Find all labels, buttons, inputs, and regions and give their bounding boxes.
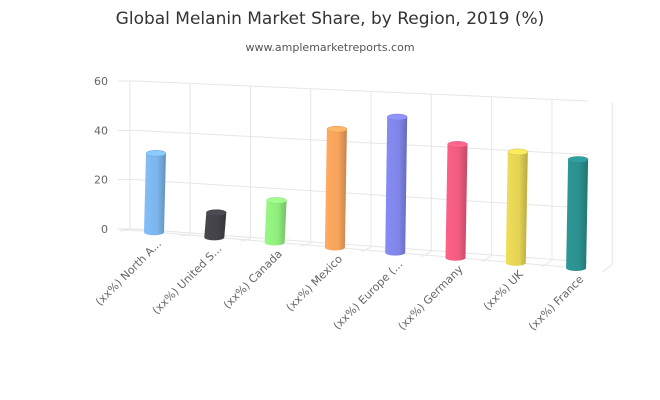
bar-3[interactable]: [324, 125, 348, 251]
bar-body: [385, 117, 408, 256]
bar-5[interactable]: [445, 141, 468, 261]
bar-top: [145, 150, 167, 157]
bar-body: [505, 151, 528, 266]
y-tick-label: 40: [94, 124, 108, 137]
gridline-floor: [481, 255, 492, 263]
y-tick-label: 60: [94, 75, 108, 88]
bar-7[interactable]: [566, 156, 589, 272]
bar-top: [447, 141, 468, 148]
bar-0[interactable]: [144, 150, 167, 236]
bar-4[interactable]: [385, 113, 408, 256]
x-tick-label: (xx%) North A...: [93, 237, 164, 308]
bar-body: [324, 129, 347, 251]
y-tick-label: 20: [94, 174, 108, 187]
gridline: [135, 80, 589, 102]
bar-6[interactable]: [505, 148, 529, 266]
x-tick-label: (xx%) UK: [481, 267, 527, 313]
bar-top: [507, 148, 529, 156]
bar-body: [566, 159, 589, 272]
bar-body: [144, 153, 166, 236]
floor-edge: [117, 228, 579, 269]
bar-2[interactable]: [264, 197, 287, 246]
bar-body: [445, 144, 468, 261]
gridline-floor: [421, 251, 432, 258]
gridline-floor: [601, 264, 613, 273]
x-tick-label: (xx%) Mexico: [284, 252, 346, 314]
bar-top: [266, 197, 287, 204]
chart-title: Global Melanin Market Share, by Region, …: [115, 9, 545, 29]
bar-layer: [144, 113, 589, 272]
gridline-floor: [360, 246, 372, 253]
y-tick-label: 0: [101, 223, 108, 236]
x-tick-label: (xx%) France: [526, 273, 586, 333]
x-tick-label: (xx%) Europe (...: [331, 258, 406, 333]
grid-layer: [117, 80, 613, 273]
bar-1[interactable]: [204, 209, 227, 241]
gridline-floor: [541, 259, 553, 268]
bar-top: [206, 209, 227, 216]
bar-body: [204, 212, 227, 241]
chart-subtitle: www.amplemarketreports.com: [245, 41, 415, 54]
x-tick-label: (xx%) Canada: [221, 247, 285, 311]
bar-top: [326, 125, 348, 133]
bar-body: [264, 200, 287, 246]
x-tick-label: (xx%) United S...: [150, 242, 225, 317]
bar-top: [567, 156, 589, 163]
x-tick-label: (xx%) Germany: [396, 262, 466, 332]
bar-top: [386, 113, 408, 121]
